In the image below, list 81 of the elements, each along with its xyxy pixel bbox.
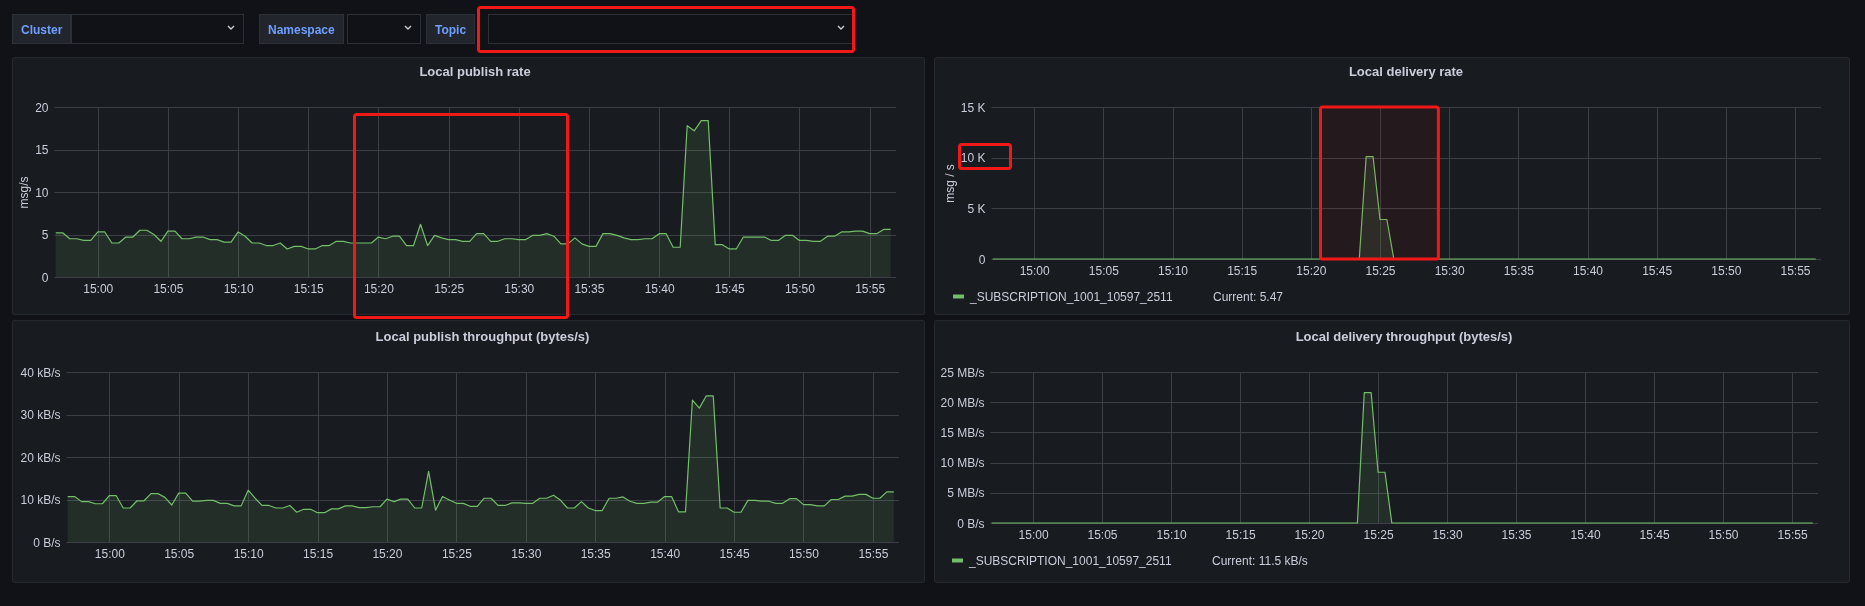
- x-tick-label: 15:30: [511, 546, 542, 561]
- x-tick-label: 15:25: [1365, 263, 1396, 278]
- y-tick-label: 25 MB/s: [940, 365, 985, 380]
- x-tick-label: 15:30: [1432, 527, 1463, 542]
- x-tick-label: 15:15: [1227, 263, 1258, 278]
- x-tick-label: 15:55: [1780, 263, 1811, 278]
- x-tick-label: 15:10: [233, 546, 265, 561]
- x-tick-label: 15:45: [1639, 527, 1670, 542]
- y-tick-label: 15: [35, 143, 49, 157]
- x-tick-label: 15:00: [83, 281, 114, 296]
- x-tick-label: 15:55: [1777, 527, 1808, 542]
- y-tick-label: 20 kB/s: [20, 450, 61, 465]
- x-tick-label: 15:15: [1225, 527, 1256, 542]
- x-tick-label: 15:05: [1088, 263, 1120, 278]
- y-tick-label: 10 MB/s: [940, 456, 985, 471]
- x-tick-label: 15:25: [434, 281, 465, 296]
- x-tick-label: 15:50: [1711, 263, 1742, 278]
- x-tick-label: 15:50: [1708, 527, 1739, 542]
- x-tick-label: 15:20: [372, 546, 403, 561]
- y-tick-label: 10 kB/s: [20, 493, 61, 507]
- y-tick-label: 0 B/s: [957, 516, 985, 531]
- y-axis-title: msg / s: [942, 164, 957, 203]
- x-tick-label: 15:45: [719, 546, 750, 561]
- chart-title: Local delivery rate: [1348, 64, 1464, 79]
- x-tick-label: 15:00: [1019, 263, 1050, 278]
- x-tick-label: 15:15: [303, 546, 334, 561]
- y-tick-label: 20 MB/s: [940, 395, 985, 410]
- x-tick-label: 15:20: [363, 281, 395, 296]
- x-tick-label: 15:45: [1642, 263, 1673, 278]
- text: Topic: [426, 14, 476, 44]
- x-tick-label: 15:30: [504, 281, 535, 296]
- y-tick-label: 20: [35, 100, 49, 115]
- x-tick-label: 15:20: [1294, 527, 1325, 542]
- chart-title: Local delivery throughput (bytes/s): [1295, 329, 1513, 344]
- x-tick-label: 15:10: [1156, 527, 1187, 542]
- y-tick-label: 5 K: [967, 201, 986, 216]
- y-tick-label: 0 B/s: [33, 535, 61, 550]
- x-tick-label: 15:10: [1158, 263, 1189, 278]
- x-tick-label: 15:50: [784, 281, 816, 296]
- legend-label: _SUBSCRIPTION_1001_10597_2511: [968, 553, 1172, 568]
- x-tick-label: 15:40: [650, 546, 681, 561]
- x-tick-label: 15:55: [855, 281, 886, 296]
- x-tick-label: 15:55: [858, 546, 889, 561]
- x-tick-label: 15:00: [94, 546, 126, 561]
- chart-title: Local publish rate: [419, 64, 531, 79]
- y-tick-label: 5 MB/s: [947, 486, 985, 501]
- text: Namespace: [259, 14, 344, 44]
- y-tick-label: 10 K: [960, 151, 986, 166]
- x-tick-label: 15:15: [293, 281, 325, 296]
- y-tick-label: 0: [978, 252, 986, 267]
- y-tick-label: 0: [41, 270, 49, 285]
- y-tick-label: 30 kB/s: [20, 408, 61, 422]
- x-tick-label: 15:05: [1087, 527, 1118, 542]
- x-tick-label: 15:35: [1503, 263, 1535, 278]
- x-tick-label: 15:00: [1018, 527, 1049, 542]
- x-tick-label: 15:40: [1573, 263, 1604, 278]
- y-axis-title: msg/s: [17, 176, 32, 209]
- chart-title: Local publish throughput (bytes/s): [375, 329, 590, 344]
- y-tick-label: 15 K: [960, 100, 986, 115]
- text: Current: 5.47: [1213, 290, 1284, 304]
- x-tick-label: 15:40: [1570, 527, 1601, 542]
- x-tick-label: 15:35: [574, 281, 605, 296]
- x-tick-label: 15:10: [223, 281, 254, 296]
- x-tick-label: 15:50: [788, 546, 820, 561]
- x-tick-label: 15:35: [580, 546, 612, 561]
- y-tick-label: 10: [35, 185, 49, 200]
- y-tick-label: 5: [41, 228, 49, 242]
- x-tick-label: 15:25: [441, 546, 473, 561]
- text: Cluster: [12, 14, 72, 44]
- legend-label: _SUBSCRIPTION_1001_10597_2511: [969, 289, 1173, 304]
- x-tick-label: 15:45: [714, 281, 746, 296]
- x-tick-label: 15:35: [1501, 527, 1532, 542]
- x-tick-label: 15:05: [153, 281, 184, 296]
- x-tick-label: 15:30: [1434, 263, 1465, 278]
- y-tick-label: 40 kB/s: [20, 365, 61, 380]
- text: Current: 11.5 kB/s: [1212, 554, 1308, 568]
- x-tick-label: 15:05: [164, 546, 195, 561]
- y-tick-label: 15 MB/s: [940, 425, 985, 440]
- x-tick-label: 15:40: [644, 281, 675, 296]
- x-tick-label: 15:20: [1296, 263, 1327, 278]
- x-tick-label: 15:25: [1363, 527, 1394, 542]
